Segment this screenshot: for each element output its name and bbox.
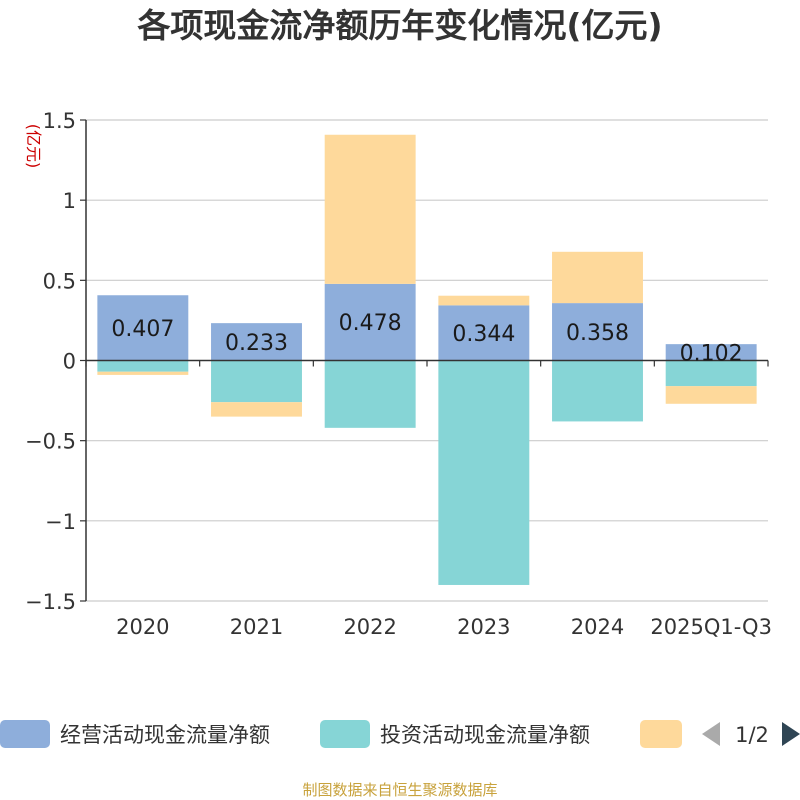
chart-title: 各项现金流净额历年变化情况(亿元) [136,6,662,45]
bar-series0-2025Q1-Q3[interactable] [665,344,757,361]
data-label: 0.233 [225,331,288,356]
x-tick-label: 2022 [343,615,396,639]
gridlines [86,119,768,602]
y-tick-label: 1.5 [43,109,76,133]
bar-series0-2023[interactable] [438,305,530,361]
bar-series2-2023[interactable] [438,295,530,306]
x-tick-label: 2023 [457,615,510,639]
bar-series0-2020[interactable] [97,295,189,361]
y-tick-label: −1.5 [25,590,76,614]
legend-swatch-financing[interactable] [640,720,682,748]
data-label: 0.407 [111,317,174,342]
legend-pager: 1/2 [735,723,769,747]
bar-series2-2022[interactable] [324,134,416,284]
bar-series2-2020[interactable] [97,371,189,375]
data-label: 0.358 [566,321,629,346]
data-labels: 0.407 0.233 0.478 0.344 0.358 0.102 [111,311,742,366]
bars [97,134,757,585]
y-tick-label: 0 [63,350,76,374]
y-tick-label: 0.5 [43,269,76,293]
legend-swatch-investing[interactable] [320,720,370,748]
y-axis-unit: (亿元) [24,124,43,169]
bar-series1-2025Q1-Q3[interactable] [665,360,757,387]
triangle-right-icon[interactable] [782,722,800,746]
x-tick-label: 2020 [116,615,169,639]
bar-series1-2023[interactable] [438,360,530,585]
data-label: 0.102 [680,341,743,366]
bar-series0-2024[interactable] [552,303,643,361]
data-source-note: 制图数据来自恒生聚源数据库 [302,781,497,799]
y-tick-label: −1 [45,510,76,534]
legend-label-operating[interactable]: 经营活动现金流量净额 [60,723,270,747]
bar-series2-2025Q1-Q3[interactable] [665,386,757,404]
data-label: 0.478 [339,311,402,336]
axes: 1.5 1 0.5 0 −0.5 −1 −1.5 2020 2021 2022 2023 2024 20… [25,109,772,639]
y-tick-label: 1 [63,189,76,213]
bar-series1-2021[interactable] [211,360,302,403]
legend-swatch-operating[interactable] [0,720,50,748]
bar-series1-2024[interactable] [552,360,643,422]
x-tick-label: 2024 [571,615,624,639]
legend-label-investing[interactable]: 投资活动现金流量净额 [380,723,590,747]
bar-series0-2021[interactable] [211,323,302,361]
triangle-left-icon[interactable] [702,722,720,746]
bar-series2-2024[interactable] [552,251,643,304]
bar-series1-2022[interactable] [324,360,416,428]
y-tick-label: −0.5 [25,430,76,454]
bar-series0-2022[interactable] [324,283,416,361]
x-tick-label: 2025Q1-Q3 [650,615,772,639]
bar-series1-2020[interactable] [97,360,189,372]
data-label: 0.344 [452,322,515,347]
x-tick-label: 2021 [230,615,283,639]
bar-series2-2021[interactable] [211,402,302,417]
legend: 经营活动现金流量净额 投资活动现金流量净额 1/2 [0,720,800,748]
